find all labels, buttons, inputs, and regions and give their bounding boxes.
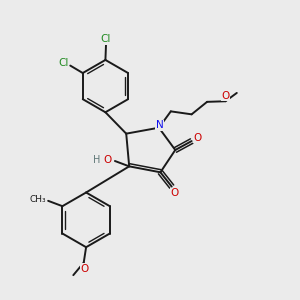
Text: H: H (93, 155, 101, 165)
Text: N: N (156, 120, 164, 130)
Text: Cl: Cl (101, 34, 111, 44)
Text: O: O (103, 155, 111, 165)
Text: O: O (221, 91, 230, 101)
Text: Cl: Cl (58, 58, 69, 68)
Text: O: O (170, 188, 179, 198)
Text: O: O (194, 133, 202, 142)
Text: CH₃: CH₃ (29, 194, 46, 203)
Text: O: O (80, 264, 88, 274)
